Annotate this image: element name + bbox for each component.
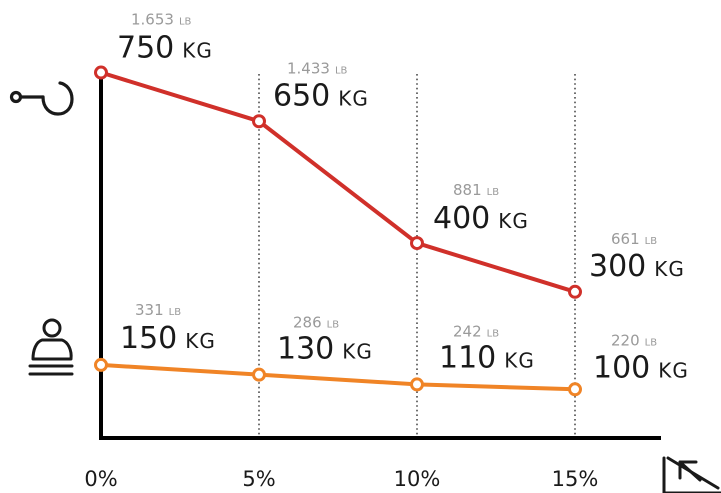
- data-point: [568, 284, 582, 299]
- data-label-layer: 750 KG 1.653 LB 650 KG1.433 LB 400 KG 881 LB 300 KG6…: [117, 11, 689, 386]
- lb-data-label: 242 LB: [453, 322, 499, 340]
- kg-data-label: 100 KG: [593, 350, 689, 385]
- x-tick-label: 10%: [394, 467, 441, 491]
- kg-data-label: 750 KG: [117, 31, 213, 66]
- data-point: [410, 236, 424, 251]
- data-point: [568, 382, 582, 397]
- lb-data-label: 1.433 LB: [287, 59, 348, 77]
- kg-data-label: 300 KG: [589, 249, 685, 284]
- series-layer: [94, 65, 582, 397]
- kg-data-label: 400 KG: [433, 201, 529, 236]
- kg-data-label: 650 KG: [273, 78, 369, 113]
- vertical-gridlines: [258, 74, 576, 438]
- axes: [99, 74, 661, 440]
- seated-person-icon: [28, 318, 74, 376]
- series-line-1: [99, 70, 577, 294]
- tow-hitch-icon: [9, 81, 74, 116]
- kg-data-label: 110 KG: [439, 340, 535, 375]
- x-tick-label: 15%: [552, 467, 599, 491]
- x-tick-label: 5%: [242, 467, 275, 491]
- data-point: [252, 367, 266, 382]
- lb-data-label: 331 LB: [135, 301, 181, 319]
- data-point: [410, 377, 424, 392]
- data-point: [252, 114, 266, 129]
- kg-data-label: 150 KG: [120, 321, 216, 356]
- data-point: [94, 357, 108, 372]
- kg-data-label: 130 KG: [277, 332, 373, 367]
- lb-data-label: 881 LB: [453, 181, 499, 199]
- x-tick-labels: 0% 5% 10% 15%: [84, 467, 598, 491]
- x-tick-label: 0%: [84, 467, 117, 491]
- lb-data-label: 661 LB: [611, 230, 657, 248]
- lb-data-label: 1.653 LB: [131, 11, 192, 29]
- series-line-2: [99, 362, 577, 392]
- incline-slope-icon: [662, 456, 721, 493]
- lb-data-label: 220 LB: [611, 331, 657, 349]
- data-point: [94, 65, 108, 80]
- lb-data-label: 286 LB: [293, 314, 339, 332]
